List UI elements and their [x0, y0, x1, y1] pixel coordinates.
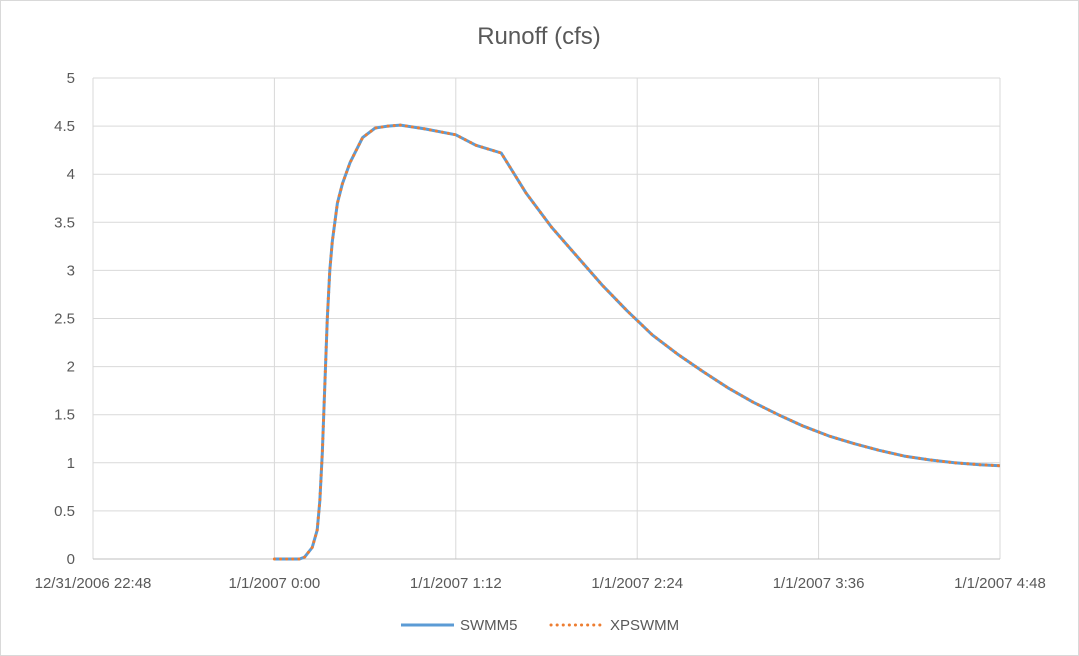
x-tick-label: 1/1/2007 3:36 [773, 575, 865, 592]
legend-label-xpswmm: XPSWMM [610, 617, 679, 634]
y-tick-label: 3.5 [54, 214, 75, 231]
chart-title: Runoff (cfs) [477, 23, 601, 50]
y-tick-label: 2 [67, 359, 75, 376]
series-line-xpswmm [272, 123, 1002, 561]
gridlines [92, 77, 1001, 559]
y-tick-label: 4.5 [54, 118, 75, 135]
axes: 0 0.5 1 1.5 2 2.5 3 3.5 4 4.5 5 12/31/2006 22:48 1/1… [35, 70, 1046, 592]
y-tick-label: 3 [67, 262, 75, 279]
y-tick-label: 2.5 [54, 311, 75, 328]
x-tick-label: 12/31/2006 22:48 [35, 575, 152, 592]
y-tick-label: 0.5 [54, 503, 75, 520]
y-tick-label: 1 [67, 455, 75, 472]
y-tick-label: 4 [67, 166, 75, 183]
series-layer [272, 123, 1002, 561]
y-tick-label: 1.5 [54, 407, 75, 424]
y-tick-label: 0 [67, 551, 75, 568]
legend-label-swmm5: SWMM5 [460, 617, 518, 634]
x-tick-label: 1/1/2007 4:48 [954, 575, 1046, 592]
legend: SWMM5 XPSWMM [401, 617, 679, 634]
x-tick-label: 1/1/2007 1:12 [410, 575, 502, 592]
x-tick-label: 1/1/2007 2:24 [591, 575, 683, 592]
y-tick-label: 5 [67, 70, 75, 87]
x-tick-label: 1/1/2007 0:00 [229, 575, 321, 592]
